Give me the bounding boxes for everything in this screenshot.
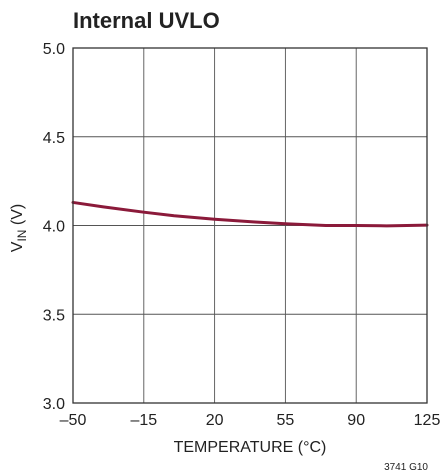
y-tick-label: 3.0 bbox=[43, 396, 65, 413]
chart-title: Internal UVLO bbox=[73, 8, 220, 33]
grid bbox=[73, 48, 427, 403]
figure-code: 3741 G10 bbox=[384, 462, 428, 473]
plot-frame bbox=[72, 47, 428, 404]
series-layer bbox=[71, 200, 429, 228]
y-axis-label-unit: (V) bbox=[9, 204, 26, 230]
y-axis-label: VIN (V) bbox=[9, 204, 29, 252]
x-tick-label: 125 bbox=[414, 412, 441, 429]
x-tick-label: 20 bbox=[206, 412, 224, 429]
y-tick-label: 5.0 bbox=[43, 41, 65, 58]
x-axis-label: TEMPERATURE (°C) bbox=[174, 439, 327, 456]
x-tick-label: –50 bbox=[60, 412, 87, 429]
x-tick-label: 90 bbox=[347, 412, 365, 429]
x-tick-label: –15 bbox=[130, 412, 157, 429]
y-axis-label-sub: IN bbox=[15, 230, 29, 242]
y-tick-labels: 3.0 3.5 4.0 4.5 5.0 bbox=[43, 41, 65, 413]
x-tick-label: 55 bbox=[277, 412, 295, 429]
y-axis-label-main: V bbox=[9, 241, 26, 252]
y-tick-label: 3.5 bbox=[43, 307, 65, 324]
x-tick-labels: –50 –15 20 55 90 125 bbox=[60, 412, 441, 429]
y-tick-label: 4.0 bbox=[43, 219, 65, 236]
series-line bbox=[71, 200, 429, 228]
y-tick-label: 4.5 bbox=[43, 130, 65, 147]
